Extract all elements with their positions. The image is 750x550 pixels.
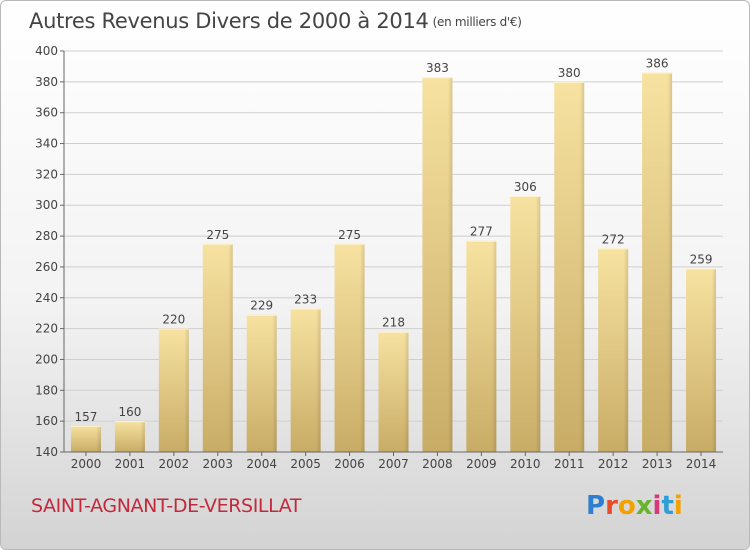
x-tick-label: 2013 bbox=[642, 457, 673, 471]
x-tick-label: 2007 bbox=[378, 457, 409, 471]
x-tick-label: 2012 bbox=[598, 457, 629, 471]
bar-shade bbox=[70, 425, 101, 452]
bars bbox=[70, 72, 717, 452]
data-label: 218 bbox=[382, 316, 405, 330]
y-tick-label: 140 bbox=[35, 445, 58, 459]
bar-shade bbox=[642, 72, 673, 452]
x-tick-label: 2010 bbox=[510, 457, 541, 471]
x-tick-label: 2011 bbox=[554, 457, 585, 471]
bar-shade bbox=[114, 421, 145, 452]
data-label: 380 bbox=[558, 66, 581, 80]
bar-shade bbox=[510, 195, 541, 452]
x-tick-label: 2014 bbox=[686, 457, 717, 471]
data-label: 160 bbox=[118, 405, 141, 419]
bar-shade bbox=[466, 240, 497, 452]
data-label: 386 bbox=[646, 57, 669, 71]
bar-shade bbox=[334, 243, 365, 452]
title-text: Autres Revenus Divers de 2000 à 2014 bbox=[29, 9, 429, 33]
y-axis-ticks: 140 160 180 200 220 240 260 280 300 320 340 360 380 4… bbox=[35, 44, 64, 459]
y-tick-label: 400 bbox=[35, 44, 58, 58]
y-tick-label: 200 bbox=[35, 352, 58, 366]
x-tick-label: 2009 bbox=[466, 457, 497, 471]
bar-shade bbox=[422, 77, 453, 452]
data-label: 306 bbox=[514, 180, 537, 194]
bar-shade bbox=[686, 268, 717, 452]
data-label: 272 bbox=[602, 232, 625, 246]
y-tick-label: 160 bbox=[35, 414, 58, 428]
data-labels: 157 160 220 275 229 233 275 218 383 277 306 380 272 3… bbox=[75, 57, 713, 424]
data-label: 275 bbox=[206, 228, 229, 242]
x-tick-label: 2008 bbox=[422, 457, 453, 471]
y-tick-label: 220 bbox=[35, 322, 58, 336]
location-name: SAINT-AGNANT-DE-VERSILLAT bbox=[31, 495, 302, 517]
data-label: 220 bbox=[162, 313, 185, 327]
data-label: 229 bbox=[250, 299, 273, 313]
chart-title: Autres Revenus Divers de 2000 à 2014 (en … bbox=[29, 9, 522, 33]
data-label: 157 bbox=[75, 410, 98, 424]
x-axis-ticks: 2000 2001 2002 2003 2004 2005 2006 2007 2008 2009… bbox=[71, 452, 717, 471]
y-tick-label: 360 bbox=[35, 106, 58, 120]
bar-shade bbox=[378, 331, 409, 452]
x-tick-label: 2002 bbox=[159, 457, 190, 471]
bar-shade bbox=[246, 314, 277, 452]
data-label: 383 bbox=[426, 61, 449, 75]
bar-shade bbox=[202, 243, 233, 452]
y-tick-label: 340 bbox=[35, 137, 58, 151]
x-tick-label: 2006 bbox=[334, 457, 365, 471]
data-label: 277 bbox=[470, 225, 493, 239]
x-tick-label: 2001 bbox=[115, 457, 146, 471]
y-tick-label: 260 bbox=[35, 260, 58, 274]
title-unit: (en milliers d'€) bbox=[432, 15, 522, 29]
bar-shade bbox=[158, 328, 189, 452]
y-tick-label: 180 bbox=[35, 383, 58, 397]
bar-shade bbox=[598, 248, 629, 452]
bar-shade bbox=[290, 308, 321, 452]
y-tick-label: 300 bbox=[35, 198, 58, 212]
x-tick-label: 2004 bbox=[246, 457, 277, 471]
data-label: 275 bbox=[338, 228, 361, 242]
y-tick-label: 380 bbox=[35, 75, 58, 89]
data-label: 233 bbox=[294, 293, 317, 307]
proxiti-logo: Proxiti bbox=[586, 491, 683, 521]
data-label: 259 bbox=[690, 252, 713, 266]
x-tick-label: 2003 bbox=[202, 457, 233, 471]
bar-shade bbox=[554, 81, 585, 452]
y-tick-label: 280 bbox=[35, 229, 58, 243]
x-tick-label: 2000 bbox=[71, 457, 102, 471]
y-tick-label: 240 bbox=[35, 291, 58, 305]
y-tick-label: 320 bbox=[35, 167, 58, 181]
x-tick-label: 2005 bbox=[290, 457, 321, 471]
